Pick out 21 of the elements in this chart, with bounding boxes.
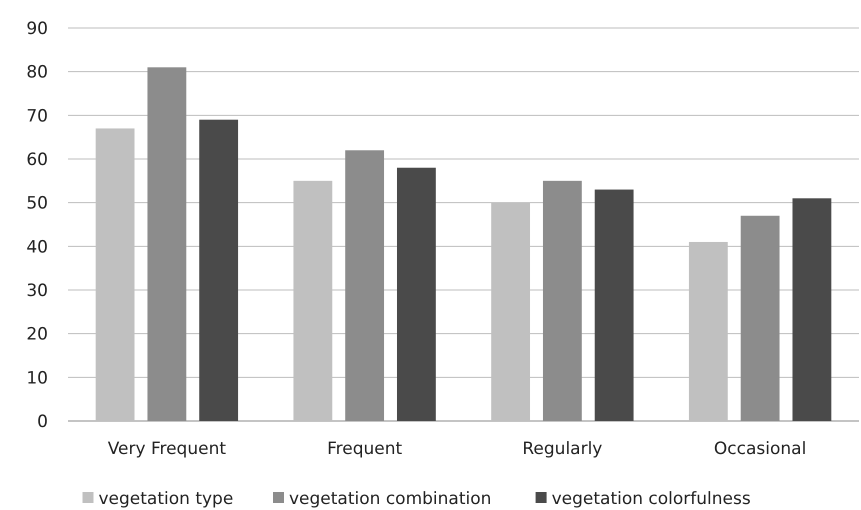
y-tick-label: 70 xyxy=(26,106,48,126)
legend-label: vegetation type xyxy=(98,488,234,509)
bar xyxy=(199,120,238,421)
bar xyxy=(792,198,832,421)
bar xyxy=(396,168,436,421)
y-tick-label: 30 xyxy=(26,280,48,301)
bar xyxy=(594,190,634,421)
y-tick-label: 10 xyxy=(26,368,48,388)
x-tick-label: Very Frequent xyxy=(108,439,226,459)
y-tick-label: 20 xyxy=(26,324,48,345)
y-tick-label: 60 xyxy=(26,150,48,170)
x-tick-label: Frequent xyxy=(327,439,402,459)
legend-label: vegetation combination xyxy=(289,488,492,509)
y-tick-label: 0 xyxy=(37,412,48,432)
y-tick-label: 50 xyxy=(26,194,48,214)
y-tick-label: 80 xyxy=(26,62,48,83)
y-tick-label: 40 xyxy=(26,237,48,258)
y-tick-label: 90 xyxy=(26,18,48,39)
x-tick-label: Regularly xyxy=(522,439,602,459)
legend-label: vegetation colorfulness xyxy=(552,488,751,509)
x-tick-label: Occasional xyxy=(714,439,806,459)
